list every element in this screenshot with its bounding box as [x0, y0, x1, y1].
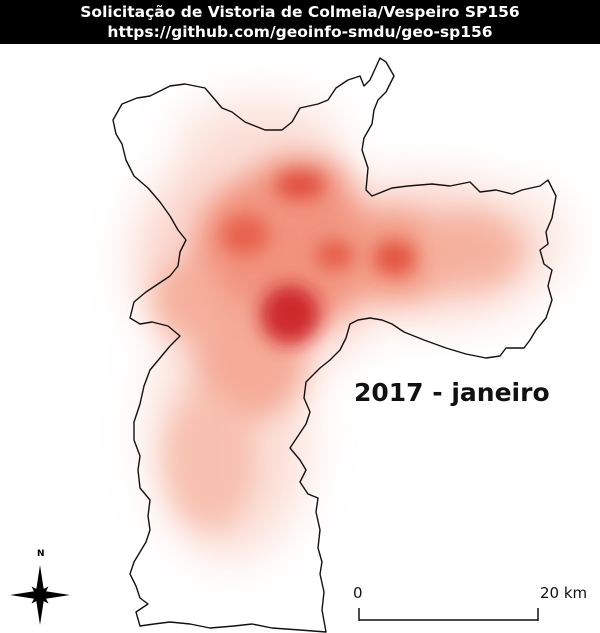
- map-canvas: [10, 57, 565, 633]
- municipality-boundary: [112, 57, 557, 633]
- north-label: N: [37, 549, 45, 559]
- heatmap-layer: [135, 100, 565, 560]
- compass-rose-icon: [10, 565, 70, 625]
- map-title: Solicitação de Vistoria de Colmeia/Vespe…: [80, 3, 520, 21]
- scale-start-label: 0: [353, 584, 363, 602]
- scale-bar: [358, 608, 539, 621]
- source-url: https://github.com/geoinfo-smdu/geo-sp15…: [107, 23, 493, 41]
- period-label: 2017 - janeiro: [354, 378, 550, 407]
- title-bar: Solicitação de Vistoria de Colmeia/Vespe…: [0, 0, 600, 44]
- scale-end-label: 20 km: [540, 584, 588, 602]
